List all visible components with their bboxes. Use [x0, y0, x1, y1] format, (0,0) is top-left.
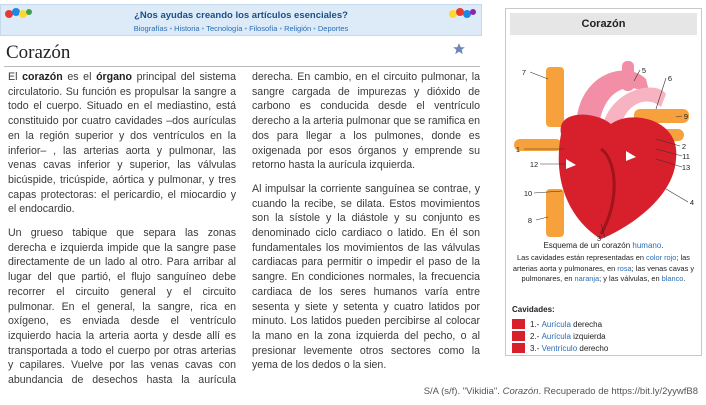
text: 3.-: [530, 343, 542, 353]
title-rule: [4, 66, 480, 67]
text: principal del sistema circulatorio. Su f…: [8, 71, 237, 216]
text: Corazón: [502, 386, 539, 397]
leader-line: [535, 216, 549, 221]
link[interactable]: rosa: [617, 263, 632, 273]
caption: Esquema de un corazón humano. Las cavida…: [512, 241, 695, 285]
cavity-item: 3.- Ventrículo derecho: [512, 342, 608, 354]
link[interactable]: Ventrículo: [541, 343, 578, 353]
heart-body: [558, 114, 677, 239]
leader-line: [675, 115, 683, 118]
text: derecha: [570, 319, 603, 329]
nav-link[interactable]: Historia: [174, 24, 200, 33]
separator: •: [313, 24, 316, 33]
bold-term: corazón: [22, 71, 63, 83]
diagram-label: 1: [516, 145, 520, 154]
leader-line: [655, 148, 683, 157]
valves: [566, 151, 636, 169]
paragraph: Un grueso tabique que separa las zonas d…: [8, 71, 480, 387]
banner: ¿Nos ayudas creando los artículos esenci…: [0, 4, 482, 36]
nav-link[interactable]: Religión: [284, 24, 312, 33]
favorite-star[interactable]: [452, 42, 466, 56]
banner-nav: Biografías • Historia • Tecnología • Filosofía…: [1, 24, 481, 33]
link[interactable]: color rojo: [646, 253, 677, 263]
text: Las cavidades están representadas en: [517, 253, 647, 263]
banner-icon: [449, 8, 476, 18]
link[interactable]: naranja: [574, 274, 600, 284]
infobox: Corazón 1 2 3 4 5 6 7 8 9 10 11 12 13 Esquema de un …: [505, 8, 702, 356]
paragraph: Al impulsar la corriente sanguínea se co…: [252, 182, 480, 372]
banner-question[interactable]: ¿Nos ayudas creando los artículos esenci…: [134, 10, 348, 21]
leader-line: [655, 158, 683, 168]
nav-link[interactable]: Biografías: [133, 24, 168, 33]
leader-line: [600, 223, 606, 239]
bold-term: órgano: [96, 71, 132, 83]
separator: •: [279, 24, 283, 33]
text: ; las arterias aorta y pulmonares, en: [512, 253, 690, 273]
diagram-label: 13: [682, 163, 690, 172]
diagram-label: 5: [642, 66, 646, 75]
color-swatch: [512, 343, 525, 353]
paragraph: El corazón es el órgano principal del si…: [8, 70, 236, 217]
link[interactable]: Aurícula: [541, 331, 571, 341]
leader-line: [655, 77, 667, 110]
text: . Recuperado de https://bit.ly/2yywfB8: [538, 386, 698, 397]
banner-icon: [5, 8, 32, 18]
text: es el: [62, 71, 97, 83]
leader-line: [655, 138, 681, 147]
article-title: Corazón: [6, 42, 71, 63]
link[interactable]: blanco: [661, 274, 684, 284]
text: El: [8, 71, 23, 83]
diagram-label: 10: [524, 189, 532, 198]
cavities-title: Cavidades:: [512, 305, 555, 314]
septum: [599, 147, 616, 235]
color-swatch: [512, 331, 525, 341]
color-swatch: [512, 319, 525, 329]
diagram-label: 3: [597, 234, 601, 241]
text: 1.-: [530, 319, 542, 329]
cavity-item: 2.- Aurícula izquierda: [512, 330, 608, 342]
diagram-label: 11: [682, 152, 690, 161]
separator: •: [169, 24, 173, 33]
nav-link[interactable]: Tecnología: [206, 24, 243, 33]
link[interactable]: humano: [632, 241, 662, 250]
article-body: El corazón es el órgano principal del si…: [8, 70, 480, 388]
leader-line: [665, 188, 689, 203]
text: .: [683, 274, 686, 284]
diagram-label: 7: [522, 68, 526, 77]
diagram-label: 4: [690, 198, 694, 207]
diagram-label: 6: [668, 74, 672, 83]
text: izquierda: [570, 331, 606, 341]
cavity-item: 1.- Aurícula derecha: [512, 318, 608, 330]
text: 2.-: [530, 331, 542, 341]
citation: S/A (s/f). "Vikidia". Corazón. Recuperad…: [424, 386, 698, 397]
infobox-title: Corazón: [510, 13, 697, 35]
nav-link[interactable]: Deportes: [317, 24, 349, 33]
text: Esquema de un corazón: [543, 241, 633, 250]
separator: •: [244, 24, 248, 33]
text: ; y las válvulas, en: [599, 274, 662, 284]
nav-link[interactable]: Filosofía: [249, 24, 278, 33]
diagram-label: 12: [530, 160, 538, 169]
leader-line: [529, 71, 549, 80]
text: S/A (s/f). "Vikidia".: [423, 386, 503, 397]
leader-line: [633, 69, 641, 82]
separator: •: [201, 24, 205, 33]
leader-line: [533, 190, 563, 194]
diagram-label: 2: [682, 142, 686, 151]
text: ; las venas cavas y pulmonares, en: [521, 263, 695, 284]
diagram-label: 8: [528, 216, 532, 225]
diagram-label: 9: [684, 112, 688, 121]
text: derecho: [577, 343, 609, 353]
cavities: Cavidades: 1.- Aurícula derecha 2.- Auríc…: [512, 305, 608, 354]
link[interactable]: Aurícula: [541, 319, 571, 329]
text: .: [661, 241, 664, 250]
